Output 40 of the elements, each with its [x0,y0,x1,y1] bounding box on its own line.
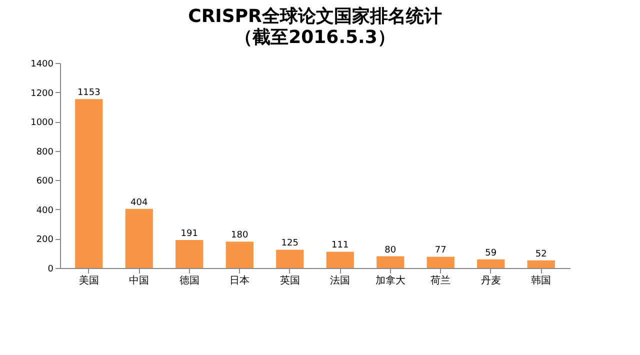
data-label: 80 [384,245,396,256]
data-label: 111 [332,240,349,251]
chart-subtitle: （截至2016.5.3） [234,27,396,48]
data-label: 52 [535,249,547,260]
bar [276,250,304,268]
bar [527,260,555,268]
bar [326,252,354,268]
data-label: 1153 [77,88,100,98]
bar [226,242,254,268]
data-label: 125 [281,238,298,249]
y-tick-label: 1000 [30,118,54,128]
data-label: 404 [130,198,148,208]
y-tick-label: 1400 [30,60,54,70]
bar [125,208,153,268]
y-tick-label: 600 [36,176,54,187]
x-tick-label: 法国 [330,274,350,286]
y-tick-label: 0 [48,264,54,274]
y-tick-label: 400 [36,206,54,216]
x-tick-label: 中国 [129,274,150,286]
x-tick-label: 美国 [78,274,99,286]
x-tick-label: 荷兰 [430,274,451,286]
bar [176,240,204,268]
x-tick-label: 加拿大 [375,274,406,286]
y-tick-label: 800 [36,147,54,158]
data-label: 191 [180,229,198,240]
x-tick-label: 英国 [280,274,300,286]
data-label: 77 [434,246,446,256]
x-tick-label: 丹麦 [480,274,501,286]
chart-title: CRISPR全球论文国家排名统计 [188,6,442,27]
x-tick-label: 德国 [179,276,200,286]
bar [426,256,454,268]
data-label: 59 [485,248,497,258]
x-tick-label: 日本 [230,274,250,286]
x-tick-label: 韩国 [531,274,552,286]
y-tick-label: 200 [36,235,54,246]
bar [376,256,404,268]
bar [477,259,505,268]
data-label: 180 [231,230,248,241]
y-tick-label: 1200 [30,88,54,99]
bar [75,99,103,268]
